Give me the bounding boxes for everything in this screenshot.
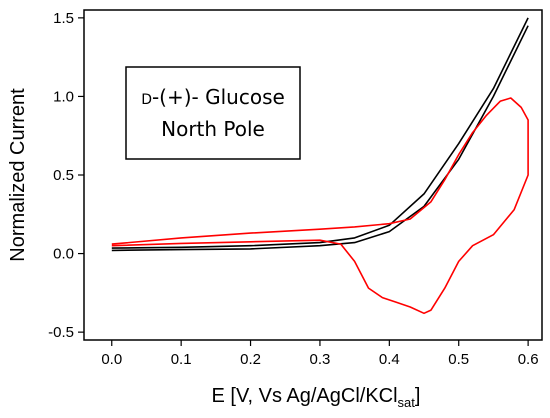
annotation-line-1: D-(+)- Glucose [141, 85, 285, 109]
y-tick-label-3: 1.0 [53, 88, 74, 105]
plot-area-frame [83, 9, 543, 341]
series-line-2 [111, 17, 529, 249]
annotation-d-prefix: D [141, 92, 152, 108]
x-tick-label-0: 0.0 [101, 351, 122, 368]
annotation-box-frame [125, 66, 301, 160]
x-axis-label: E [V, Vs Ag/AgCl/KClsat] [212, 385, 421, 410]
series-line-3 [111, 97, 529, 315]
x-tick-label-4: 0.4 [379, 351, 400, 368]
plot-layer [111, 17, 529, 315]
x-tick-label-1: 0.1 [171, 351, 192, 368]
y-tick-label-0: -0.5 [48, 324, 74, 341]
y-tick-label-2: 0.5 [53, 167, 74, 184]
annotation-line-1-text: -(+)- Glucose [152, 85, 285, 109]
x-tick-label-5: 0.5 [448, 351, 469, 368]
y-tick-label-1: 0.0 [53, 246, 74, 263]
x-tick-label-3: 0.3 [310, 351, 331, 368]
x-axis-label-subscript: sat [398, 395, 416, 410]
ticks-layer: 0.0 0.1 0.2 0.3 0.4 0.5 0.6 -0.5 0.0 0.5 1.0 1.5 [48, 10, 538, 368]
x-axis-label-close: ] [415, 385, 421, 407]
x-tick-label-2: 0.2 [240, 351, 261, 368]
y-tick-label-4: 1.5 [53, 10, 74, 27]
y-axis-label: Normalized Current [7, 88, 29, 262]
x-axis-label-main: E [V, Vs Ag/AgCl/KCl [212, 385, 398, 407]
annotation-line-2: North Pole [161, 117, 265, 141]
annotation-box: D-(+)- Glucose North Pole [125, 66, 301, 160]
x-tick-label-6: 0.6 [518, 351, 539, 368]
